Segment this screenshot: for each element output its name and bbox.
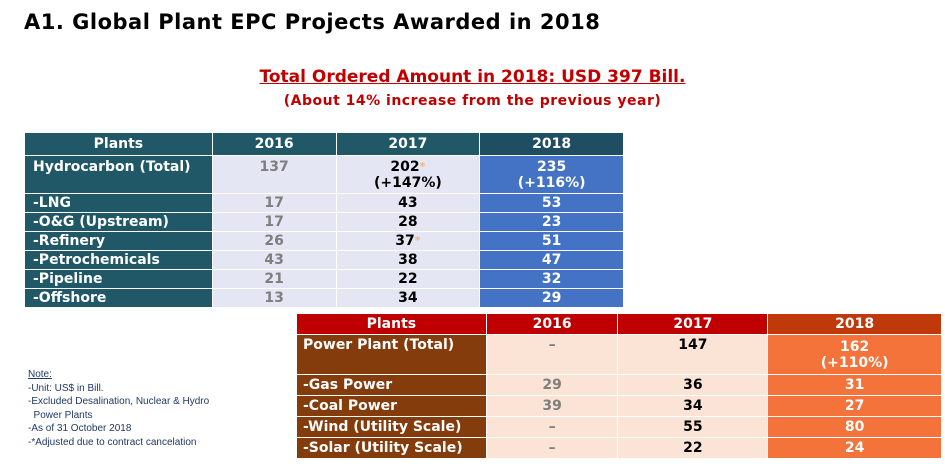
header-plants: Plants: [296, 313, 487, 335]
cell-2018: 27: [767, 395, 942, 417]
change: (+110%): [820, 354, 889, 371]
power-plant-table: Plants 2016 2017 2018 Power Plant (Total…: [296, 313, 942, 459]
table-row: -Solar (Utility Scale) – 22 24: [296, 437, 942, 459]
header-2018: 2018: [479, 132, 624, 156]
row-label: -O&G (Upstream): [24, 212, 213, 232]
table-row: -Wind (Utility Scale) – 55 80: [296, 416, 942, 438]
change: (+116%): [517, 174, 586, 191]
table-row-total: Hydrocarbon (Total) 137 202* (+147%) 235…: [24, 155, 624, 194]
cell-2018: 31: [767, 374, 942, 396]
cell-2018: 162 (+110%): [767, 334, 942, 375]
note-line: -Unit: US$ in Bill.: [28, 382, 104, 394]
cell-2016: 13: [211, 288, 337, 308]
value: 202: [390, 158, 420, 175]
cell-2017: 34: [335, 288, 481, 308]
cell-2016: –: [485, 437, 619, 459]
note-line: -*Adjusted due to contract cancelation: [28, 436, 197, 448]
page-title: A1. Global Plant EPC Projects Awarded in…: [24, 10, 601, 34]
note-line: -Excluded Desalination, Nuclear & Hydro: [28, 396, 210, 407]
table-row: -LNG 17 43 53: [24, 193, 624, 213]
cell-2018: 23: [479, 212, 624, 232]
header-2016: 2016: [485, 313, 619, 335]
hydrocarbon-table: Plants 2016 2017 2018 Hydrocarbon (Total…: [24, 132, 624, 308]
table-row: -Coal Power 39 34 27: [296, 395, 942, 417]
cell-2017: 34: [617, 395, 769, 417]
table-row: -Refinery 26 37* 51: [24, 231, 624, 251]
cell-2017: 22: [335, 269, 481, 289]
headline: Total Ordered Amount in 2018: USD 397 Bi…: [259, 67, 686, 87]
cell-2016: 17: [211, 193, 337, 213]
cell-2017: 55: [617, 416, 769, 438]
row-label: -Offshore: [24, 288, 213, 308]
table-row: -O&G (Upstream) 17 28 23: [24, 212, 624, 232]
cell-2017: 147: [617, 334, 769, 375]
row-label: -Solar (Utility Scale): [296, 437, 487, 459]
cell-2018: 53: [479, 193, 624, 213]
row-label: Hydrocarbon (Total): [24, 155, 213, 194]
row-label: -Pipeline: [24, 269, 213, 289]
cell-2017: 36: [617, 374, 769, 396]
table-header-row: Plants 2016 2017 2018: [296, 313, 942, 335]
row-label: -Coal Power: [296, 395, 487, 417]
cell-2016: 43: [211, 250, 337, 270]
footnote: Note: -Unit: US$ in Bill. -Excluded Desa…: [28, 368, 209, 449]
asterisk: *: [414, 234, 421, 247]
cell-2018: 24: [767, 437, 942, 459]
cell-2017: 43: [335, 193, 481, 213]
note-title: Note:: [28, 369, 52, 380]
note-line: Power Plants: [28, 409, 93, 421]
cell-2017: 37*: [335, 231, 481, 251]
header-plants: Plants: [24, 132, 213, 156]
header-2017: 2017: [617, 313, 769, 335]
cell-2016: 17: [211, 212, 337, 232]
table-row: -Gas Power 29 36 31: [296, 374, 942, 396]
subline: (About 14% increase from the previous ye…: [283, 93, 662, 109]
table-row-total: Power Plant (Total) – 147 162 (+110%): [296, 334, 942, 375]
row-label: -Wind (Utility Scale): [296, 416, 487, 438]
row-label: -Gas Power: [296, 374, 487, 396]
header-2017: 2017: [335, 132, 481, 156]
value: 37: [395, 233, 415, 249]
asterisk: *: [419, 159, 426, 173]
cell-2018: 51: [479, 231, 624, 251]
cell-2017: 38: [335, 250, 481, 270]
value: 162: [839, 338, 870, 355]
cell-2016: 39: [485, 395, 619, 417]
table-row: -Offshore 13 34 29: [24, 288, 624, 308]
row-label: -Refinery: [24, 231, 213, 251]
table-header-row: Plants 2016 2017 2018: [24, 132, 624, 156]
cell-2016: 26: [211, 231, 337, 251]
row-label: Power Plant (Total): [296, 334, 487, 375]
row-label: -LNG: [24, 193, 213, 213]
cell-2017: 28: [335, 212, 481, 232]
row-label: -Petrochemicals: [24, 250, 213, 270]
cell-2016: –: [485, 334, 619, 375]
cell-2018: 80: [767, 416, 942, 438]
table-row: -Pipeline 21 22 32: [24, 269, 624, 289]
cell-2018: 29: [479, 288, 624, 308]
header-2016: 2016: [211, 132, 337, 156]
header-2018: 2018: [767, 313, 942, 335]
change: (+147%): [373, 174, 442, 191]
cell-2018: 32: [479, 269, 624, 289]
note-line: -As of 31 October 2018: [28, 423, 132, 434]
cell-2018: 235 (+116%): [479, 155, 624, 194]
cell-2017: 22: [617, 437, 769, 459]
cell-2016: 21: [211, 269, 337, 289]
cell-2016: 29: [485, 374, 619, 396]
cell-2018: 47: [479, 250, 624, 270]
table-row: -Petrochemicals 43 38 47: [24, 250, 624, 270]
cell-2016: 137: [211, 155, 337, 194]
cell-2016: –: [485, 416, 619, 438]
cell-2017: 202* (+147%): [335, 155, 481, 194]
value: 235: [537, 158, 567, 175]
